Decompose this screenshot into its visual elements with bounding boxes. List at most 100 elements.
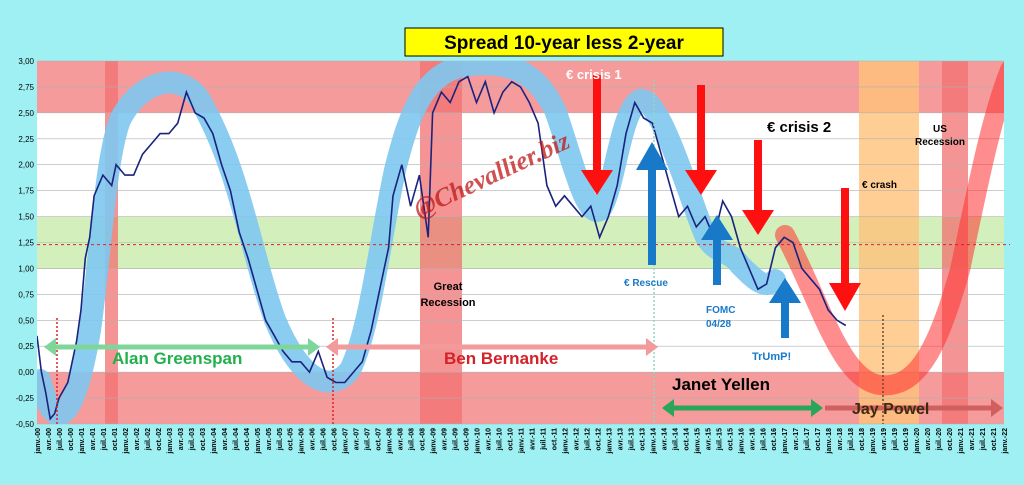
x-tick-label: juil.-11 — [540, 428, 547, 451]
x-tick-label: avr.-15 — [705, 428, 712, 450]
x-tick-label: janv.-15 — [694, 428, 701, 455]
green-band — [37, 217, 1004, 269]
x-tick-label: juil.-20 — [936, 428, 943, 451]
x-tick-label: janv.-13 — [606, 428, 613, 455]
x-tick-label: avr.-00 — [46, 428, 53, 450]
x-tick-label: janv.-19 — [870, 428, 877, 455]
x-tick-label: avr.-07 — [354, 428, 361, 450]
arrow-crisis1 — [581, 75, 613, 195]
x-tick-label: janv.-22 — [1002, 428, 1009, 455]
x-tick-label: juil.-02 — [145, 428, 152, 451]
x-tick-label: oct.-02 — [156, 428, 163, 451]
x-tick-label: oct.-09 — [464, 428, 471, 451]
x-tick-label: avr.-04 — [222, 428, 229, 450]
x-tick-label: juil.-15 — [716, 428, 723, 451]
x-tick-label: oct.-15 — [727, 428, 734, 451]
x-tick-label: avr.-18 — [837, 428, 844, 450]
x-tick-label: avr.-20 — [925, 428, 932, 450]
y-tick-label: 2,25 — [18, 135, 34, 144]
x-tick-label: oct.-04 — [244, 428, 251, 451]
x-tick-label: janv.-14 — [650, 428, 657, 455]
x-tick-label: juil.-01 — [101, 428, 108, 451]
x-tick-label: juil.-13 — [628, 428, 635, 451]
arrow-fomc-up — [701, 215, 733, 285]
x-tick-label: oct.-19 — [903, 428, 910, 451]
y-tick-label: 1,50 — [18, 213, 34, 222]
x-tick-label: juil.-14 — [672, 428, 679, 451]
y-tick-label: 0,75 — [18, 290, 34, 299]
x-tick-label: oct.-14 — [683, 428, 690, 451]
x-tick-label: avr.-16 — [749, 428, 756, 450]
x-tick-label: avr.-21 — [969, 428, 976, 450]
y-tick-label: 2,00 — [18, 161, 34, 170]
x-tick-label: oct.-03 — [200, 428, 207, 451]
x-tick-label: janv.-16 — [738, 428, 745, 455]
y-tick-label: 1,00 — [18, 264, 34, 273]
label-crisis2: € crisis 2 — [767, 119, 831, 136]
chart-title: Spread 10-year less 2-year — [444, 33, 684, 54]
chair-arrows — [44, 338, 1003, 417]
x-tick-label: avr.-14 — [661, 428, 668, 450]
y-tick-label: 1,75 — [18, 187, 34, 196]
x-tick-label: janv.-00 — [35, 428, 42, 455]
x-tick-label: juil.-18 — [848, 428, 855, 451]
label-bernanke: Ben Bernanke — [444, 349, 558, 368]
x-tick-label: janv.-05 — [255, 428, 262, 455]
y-tick-label: -0,25 — [16, 394, 35, 403]
x-tick-label: janv.-07 — [343, 428, 350, 455]
x-tick-label: avr.-08 — [398, 428, 405, 450]
x-tick-label: avr.-02 — [134, 428, 141, 450]
label-greenspan: Alan Greenspan — [112, 349, 242, 368]
x-tick-label: juil.-21 — [980, 428, 987, 451]
arrow-rescue — [636, 142, 668, 265]
x-tick-label: janv.-06 — [299, 428, 306, 455]
x-tick-label: juil.-08 — [409, 428, 416, 451]
x-tick-label: janv.-02 — [123, 428, 130, 455]
label-yellen: Janet Yellen — [672, 375, 770, 394]
label-great-recession: Great Recession — [420, 281, 475, 309]
x-tick-label: juil.-04 — [233, 428, 240, 451]
x-tick-label: juil.-03 — [189, 428, 196, 451]
title-box — [404, 27, 724, 57]
x-tick-label: janv.-09 — [431, 428, 438, 455]
label-crash: € crash — [862, 180, 897, 191]
x-tick-label: oct.-08 — [420, 428, 427, 451]
x-tick-label: avr.-12 — [573, 428, 580, 450]
x-tick-label: janv.-08 — [387, 428, 394, 455]
x-tick-label: juil.-16 — [760, 428, 767, 451]
x-tick-label: oct.-00 — [68, 428, 75, 451]
label-trump: TrUmP! — [752, 351, 791, 363]
x-tick-label: juil.-05 — [277, 428, 284, 451]
x-tick-label: juil.-06 — [321, 428, 328, 451]
x-tick-label: avr.-10 — [486, 428, 493, 450]
label-fomc: FOMC 04/28 — [706, 305, 735, 330]
x-tick-label: janv.-04 — [211, 428, 218, 455]
x-tick-label: oct.-17 — [815, 428, 822, 451]
series-line — [37, 75, 847, 421]
red-arrows — [581, 75, 861, 311]
x-tick-label: juil.-09 — [453, 428, 460, 451]
x-tick-label: oct.-12 — [595, 428, 602, 451]
x-tick-label: oct.-10 — [508, 428, 515, 451]
cycle-projection — [775, 62, 1004, 396]
y-tick-label: 1,25 — [18, 239, 34, 248]
cycle-band — [37, 61, 786, 424]
x-tick-label: janv.-10 — [475, 428, 482, 455]
y-tick-label: 2,50 — [18, 109, 34, 118]
x-tick-label: janv.-20 — [914, 428, 921, 455]
x-axis: janv.-00 avr.-00 juil.-00 oct.-00 janv.-01 av… — [35, 428, 1009, 455]
x-tick-label: juil.-17 — [804, 428, 811, 451]
x-tick-label: oct.-21 — [991, 428, 998, 451]
y-tick-label: 0,25 — [18, 342, 34, 351]
x-tick-label: oct.-07 — [376, 428, 383, 451]
x-tick-label: oct.-16 — [771, 428, 778, 451]
x-tick-label: avr.-13 — [617, 428, 624, 450]
x-tick-label: janv.-11 — [519, 428, 526, 454]
x-tick-label: janv.-21 — [958, 428, 965, 455]
y-tick-label: 2,75 — [18, 83, 34, 92]
y-tick-label: -0,50 — [16, 420, 35, 429]
x-tick-label: oct.-05 — [288, 428, 295, 451]
y-tick-label: 3,00 — [18, 57, 34, 66]
